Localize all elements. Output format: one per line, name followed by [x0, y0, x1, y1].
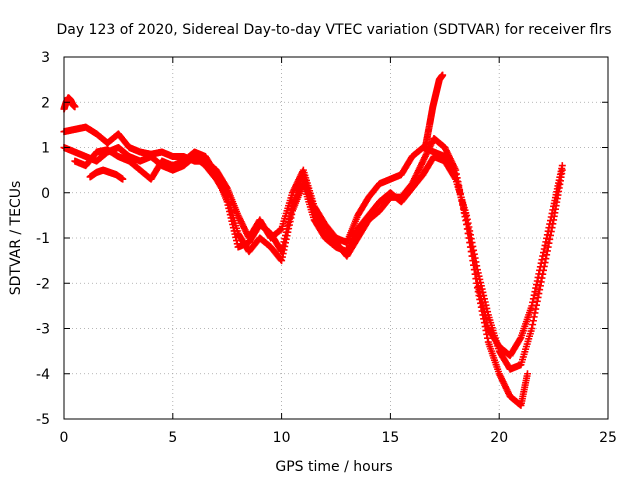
x-tick-label: 10 [273, 430, 291, 446]
y-tick-label: 1 [41, 141, 50, 157]
x-tick-label: 20 [490, 430, 508, 446]
chart-title: Day 123 of 2020, Sidereal Day-to-day VTE… [56, 22, 611, 38]
data-point [523, 370, 531, 378]
y-tick-label: 0 [41, 186, 50, 202]
x-tick-label: 25 [599, 430, 617, 446]
data-series [60, 71, 566, 409]
y-axis-label: SDTVAR / TECUs [8, 181, 24, 296]
data-point [119, 175, 127, 183]
series-track-f [421, 71, 447, 151]
y-tick-label: -5 [36, 412, 50, 428]
y-tick-label: -2 [36, 276, 50, 292]
x-axis-label: GPS time / hours [275, 459, 392, 475]
y-tick-label: -3 [36, 322, 50, 338]
axes: 0 5 10 15 20 25 -5 -4 -3 -2 -1 0 1 2 3 [36, 50, 617, 446]
data-point [439, 71, 447, 79]
series-track-e [86, 166, 127, 183]
data-point [558, 162, 566, 170]
y-tick-label: 3 [41, 50, 50, 66]
y-tick-label: 2 [41, 95, 50, 111]
x-tick-label: 15 [381, 430, 399, 446]
series-track-c [71, 134, 531, 409]
data-point [71, 103, 79, 111]
x-tick-label: 5 [168, 430, 177, 446]
y-tick-label: -1 [36, 231, 50, 247]
x-tick-label: 0 [60, 430, 69, 446]
y-tick-label: -4 [36, 367, 50, 383]
